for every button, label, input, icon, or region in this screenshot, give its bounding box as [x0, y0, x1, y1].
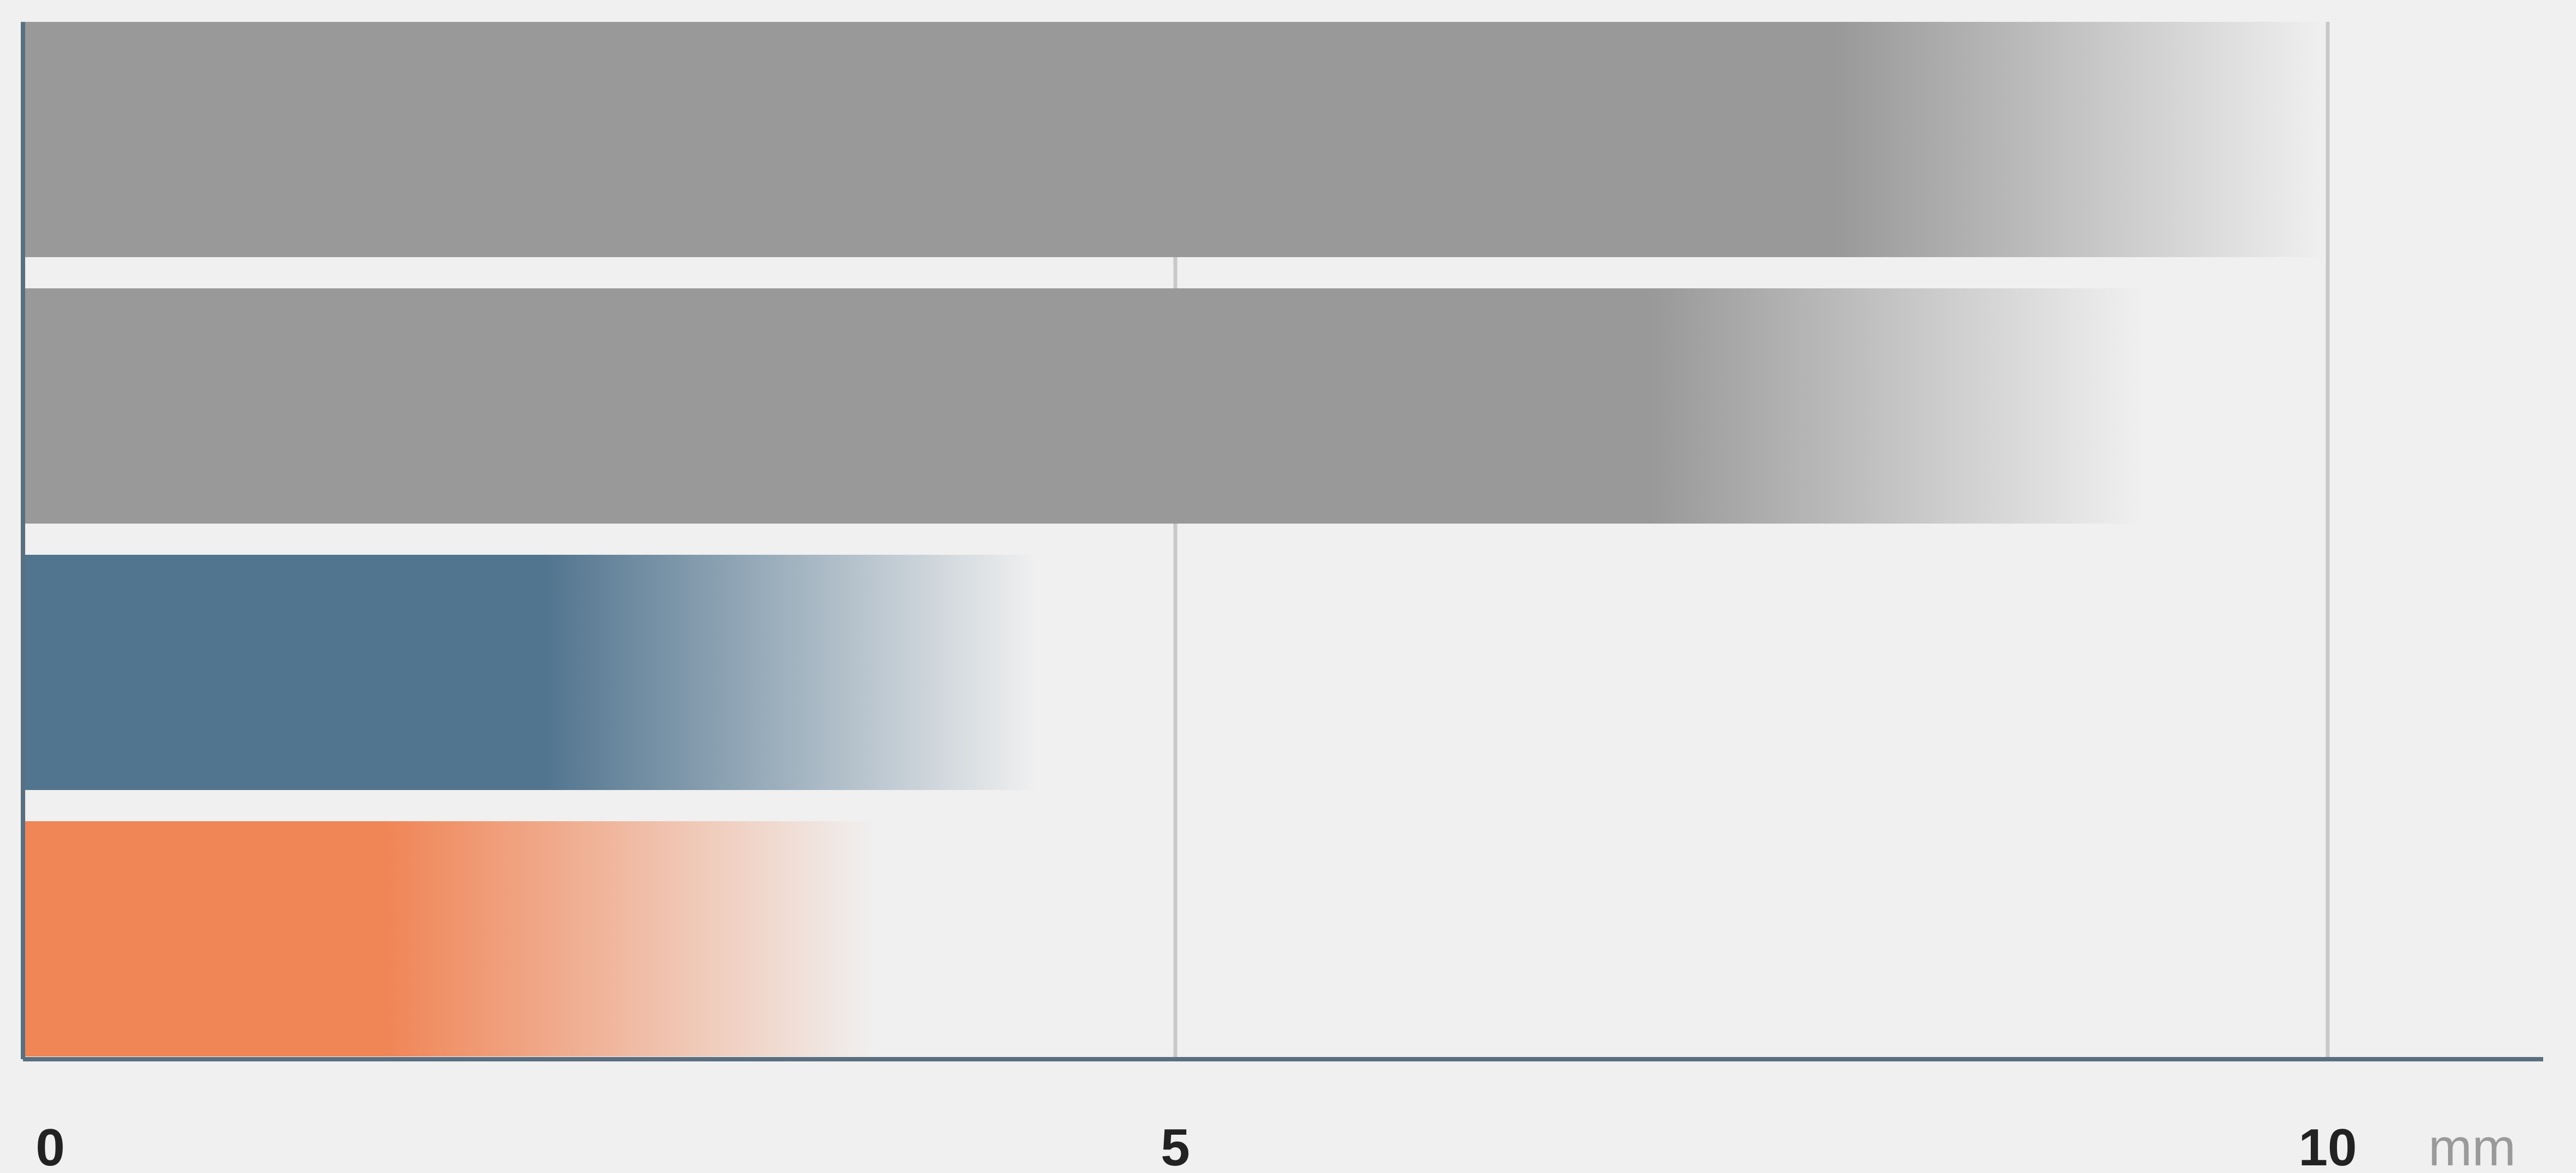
- x-tick-label-10: 10: [2299, 1118, 2357, 1173]
- x-tick-labels: 0 5 10: [36, 1118, 2357, 1173]
- axes: [21, 22, 2543, 1061]
- bar-1: [23, 22, 2328, 257]
- bars: [23, 22, 2328, 1056]
- x-axis-unit-label: mm: [2428, 1118, 2516, 1173]
- bar-4: [23, 821, 876, 1056]
- bar-3: [23, 555, 1038, 790]
- x-tick-label-0: 0: [36, 1118, 65, 1173]
- x-tick-label-5: 5: [1161, 1118, 1190, 1173]
- bar-2: [23, 288, 2143, 524]
